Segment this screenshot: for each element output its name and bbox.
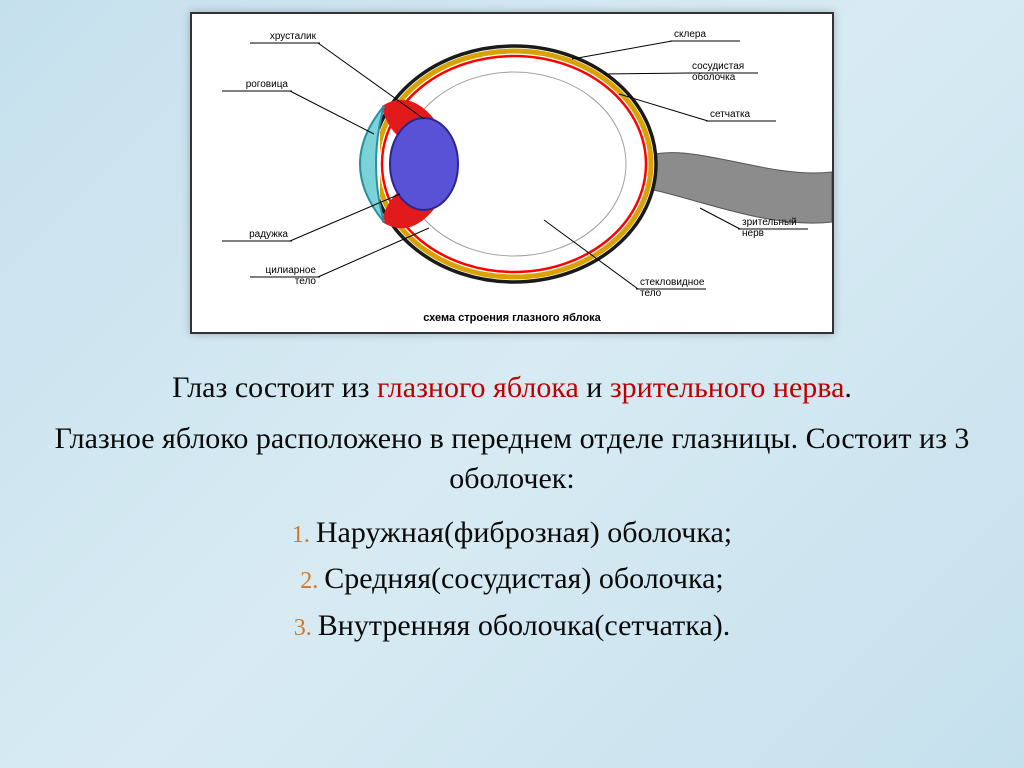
label-opticnerve: зрительный нерв bbox=[742, 218, 797, 239]
eye-diagram: схема строения глазного яблока хрусталик… bbox=[190, 12, 834, 334]
slide-text: Глаз состоит из глазного яблока и зрител… bbox=[40, 358, 984, 649]
t1b-eyeball: глазного яблока bbox=[377, 371, 579, 404]
para-location: Глазное яблоко расположено в переднем от… bbox=[40, 419, 984, 500]
t1a: Глаз состоит из bbox=[172, 371, 377, 404]
t1e: . bbox=[844, 371, 852, 404]
t1c: и bbox=[579, 371, 610, 404]
layer-fibrous: Наружная(фиброзная) оболочка; bbox=[40, 510, 984, 557]
layer-retina: Внутренняя оболочка(сетчатка). bbox=[40, 603, 984, 650]
label-lens: хрусталик bbox=[270, 32, 316, 43]
layers-list: Наружная(фиброзная) оболочка; Средняя(со… bbox=[40, 510, 984, 650]
label-iris: радужка bbox=[249, 230, 288, 241]
label-choroid: сосудистая оболочка bbox=[692, 62, 744, 83]
t1d-optic-nerve: зрительного нерва bbox=[610, 371, 845, 404]
label-cornea: роговица bbox=[246, 80, 288, 91]
label-vitreous: стекловидное тело bbox=[640, 278, 704, 299]
diagram-caption: схема строения глазного яблока bbox=[192, 312, 832, 324]
label-sclera: склера bbox=[674, 30, 706, 41]
para-intro: Глаз состоит из глазного яблока и зрител… bbox=[40, 368, 984, 409]
layer-vascular: Средняя(сосудистая) оболочка; bbox=[40, 556, 984, 603]
label-retina: сетчатка bbox=[710, 110, 750, 121]
label-ciliary: цилиарное тело bbox=[265, 266, 316, 287]
